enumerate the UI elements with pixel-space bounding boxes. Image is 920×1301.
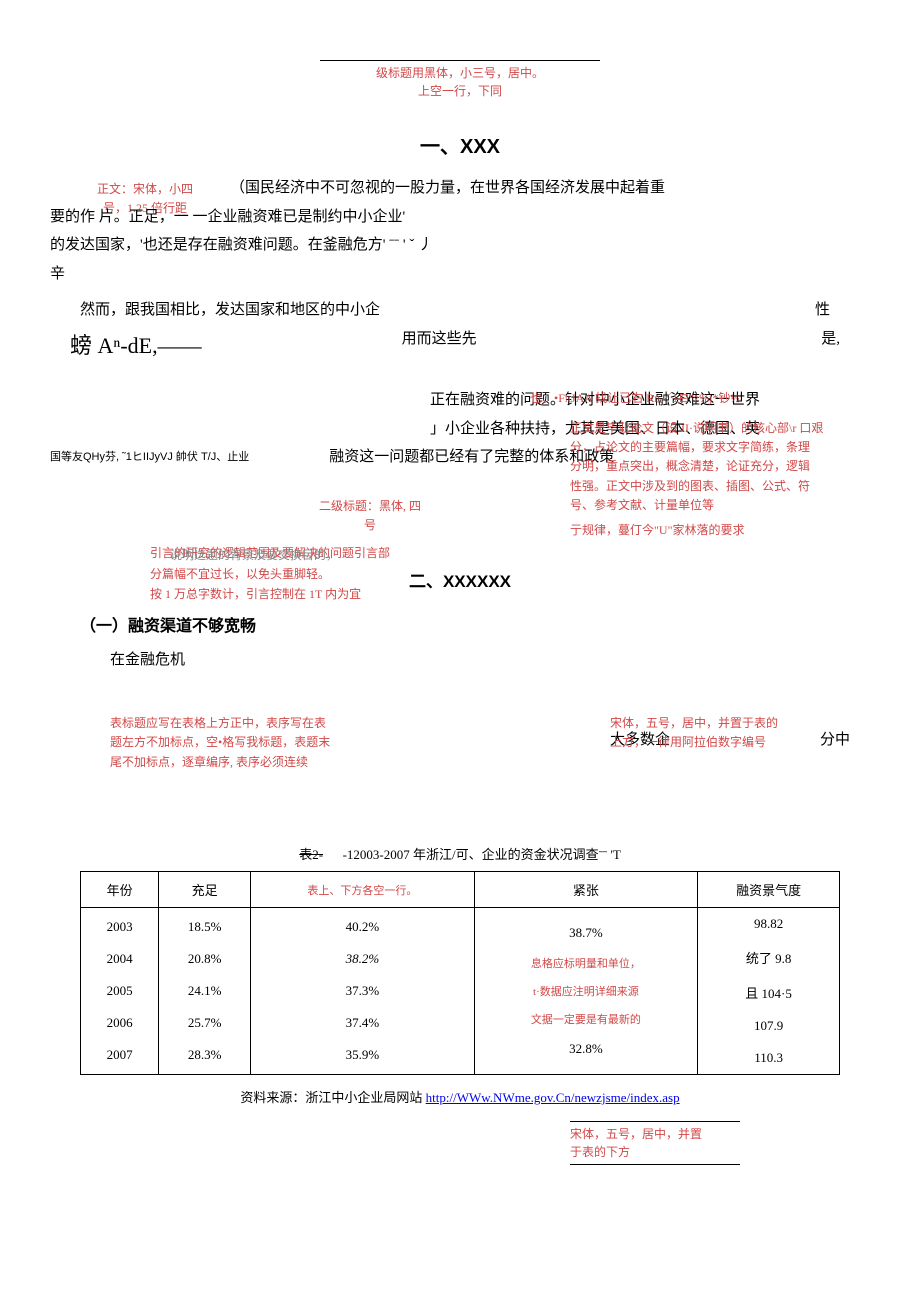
- tr1: 宋体，五号，居中，并置于表的: [610, 714, 790, 733]
- frag1: 螃 Aⁿ-dE,——: [70, 325, 202, 367]
- core4: 性强。正文中涉及到的图表、插图、公式、符: [570, 477, 880, 496]
- c-2007: 2007: [81, 1039, 158, 1071]
- caption-text: -12003-2007 年浙江/可、企业的资金状况调查ˉˉ 'T: [343, 847, 621, 862]
- table-source: 资料来源：浙江中小企业局网站 http://WWw.NWme.gov.Cn/ne…: [50, 1087, 870, 1106]
- th-mid: 表上、下方各空一行。: [251, 872, 475, 908]
- intro-l2: 说明选题的背景及要交换目的，: [170, 546, 430, 565]
- c-t5: 32.8%: [475, 1033, 698, 1065]
- heading-3: （一）融资渠道不够宽畅: [80, 612, 870, 636]
- tr2: 上方，一律用阿拉伯数字编号: [610, 733, 790, 752]
- source-note: 宋体，五号，居中，并置 于表的下方: [570, 1121, 740, 1165]
- h1-rule-line2: 上空一行，下同: [320, 82, 600, 100]
- h2-rule-note: 二级标题：黑体, 四 号: [300, 497, 440, 535]
- table-note-left: 表标题应写在表格上方正中，表序写在表 题左方不加标点，空•格写我标题，表题末 尾…: [110, 714, 370, 772]
- c-s3: 24.1%: [159, 975, 250, 1007]
- c-i5: 110.3: [698, 1042, 839, 1074]
- c-m2: 38.2%: [251, 943, 474, 975]
- p1c: 的发达国家，'也还是存在融资难问题。在釜融危方' ˉˉ ' ˇ 丿: [50, 231, 870, 260]
- frag2: 国等友QHy芬, ˜1ヒIIJyVJ 帥伏 T/J、止业: [50, 447, 249, 472]
- c-s4: 25.7%: [159, 1007, 250, 1039]
- source-link[interactable]: http://WWw.NWme.gov.Cn/newzjsme/index.as…: [426, 1090, 680, 1105]
- cell-note2: t·数据应注明详细来源: [475, 977, 698, 1005]
- p2b: 用而这些先: [402, 325, 477, 367]
- p2d: 是,: [821, 325, 840, 367]
- p5b: 分中: [820, 726, 850, 755]
- th-year: 年份: [81, 872, 159, 908]
- table-caption: 表2- -12003-2007 年浙江/可、企业的资金状况调查ˉˉ 'T: [50, 844, 870, 863]
- body-core-note: 正文是毕业论文（设 II·说明书）的核心部\r 口艰 分，占论文的主要篇幅，要求…: [570, 419, 880, 540]
- h1-rule-note: 级标题用黑体，小三号，居中。 上空一行，下同: [320, 60, 600, 100]
- p4: 在金融危机: [110, 646, 870, 675]
- intro-l3: 分篇幅不宜过长，以免头重脚轻。: [150, 565, 430, 584]
- heading-1: 一、XXX: [50, 130, 870, 159]
- c-t1: 38.7%: [475, 917, 698, 949]
- h2-rule-l1: 二级标题：黑体, 四: [300, 497, 440, 516]
- th-sufficient: 充足: [159, 872, 251, 908]
- c-s2: 20.8%: [159, 943, 250, 975]
- c-m1: 40.2%: [251, 911, 474, 943]
- p2a: 然而，跟我国相比，发达国家和地区的中小企: [50, 296, 380, 325]
- intro-note: 引言的研究的逻辑范围及要解决的问题引言部 说明选题的背景及要交换目的， 分篇幅不…: [150, 544, 430, 604]
- tl3: 尾不加标点，逐章编序, 表序必须连续: [110, 753, 370, 772]
- table-row: 2003 2004 2005 2006 2007 18.5% 20.8% 24.…: [81, 908, 840, 1075]
- c-i1: 98.82: [698, 908, 839, 940]
- caption-prefix: 表2-: [299, 847, 323, 862]
- table-head-row: 年份 充足 表上、下方各空一行。 紧张 融资景气度: [81, 872, 840, 908]
- body-block-1: （国民经济中不可忽视的一股力量，在世界各国经济发展中起着重 要的作 片。正足，一…: [50, 174, 870, 472]
- table-note-right: 宋体，五号，居中，并置于表的 上方，一律用阿拉伯数字编号: [610, 714, 790, 752]
- source-label: 资料来源：浙江中小企业局网站: [240, 1090, 422, 1105]
- c-i3: 且 104·5: [698, 975, 839, 1010]
- p2c: 性: [815, 296, 830, 325]
- core3: 分明，重点突出，概念清楚，论证充分，逻辑: [570, 457, 880, 476]
- right-frag-note: 也、•FπJAA 找让已右 Rn／±⊟"z%j*钞½: [530, 389, 830, 408]
- c-i2: 统了 9.8: [698, 940, 839, 975]
- c-s5: 28.3%: [159, 1039, 250, 1071]
- intro-l4: 按 1 万总字数计，引言控制在 1T 内为宜: [150, 585, 430, 604]
- p1a: （国民经济中不可忽视的一股力量，在世界各国经济发展中起着重: [50, 174, 870, 203]
- p1b: 要的作 片。正足，一 一企业融资难已是制约中小企业': [50, 203, 870, 232]
- cell-note1: 息格应标明量和单位，: [475, 949, 698, 977]
- c-2006: 2006: [81, 1007, 158, 1039]
- th-index: 融资景气度: [698, 872, 840, 908]
- sn1: 宋体，五号，居中，并置: [570, 1125, 740, 1143]
- p1d: 辛: [50, 260, 870, 289]
- tl1: 表标题应写在表格上方正中，表序写在表: [110, 714, 370, 733]
- h2-rule-l2: 号: [300, 516, 440, 535]
- c-s1: 18.5%: [159, 911, 250, 943]
- h1-rule-line1: 级标题用黑体，小三号，居中。: [320, 64, 600, 82]
- c-i4: 107.9: [698, 1010, 839, 1042]
- c-2003: 2003: [81, 911, 158, 943]
- core6: 亍规律，蔓仃今"U"家林落的要求: [570, 521, 880, 540]
- c-m4: 37.4%: [251, 1007, 474, 1039]
- tl2: 题左方不加标点，空•格写我标题，表题末: [110, 733, 370, 752]
- th-tight: 紧张: [474, 872, 698, 908]
- c-m5: 35.9%: [251, 1039, 474, 1071]
- c-m3: 37.3%: [251, 975, 474, 1007]
- data-table: 年份 充足 表上、下方各空一行。 紧张 融资景气度 2003 2004 2005…: [80, 871, 840, 1075]
- sn2: 于表的下方: [570, 1143, 740, 1161]
- cell-note3: 文据一定要是有最新的: [475, 1005, 698, 1033]
- core5: 号、参考文献、计量单位等: [570, 496, 880, 515]
- header-cell-note: 表上、下方各空一行。: [307, 885, 417, 897]
- core1: 正文是毕业论文（设 II·说明书）的核心部\r 口艰: [570, 419, 880, 438]
- core2: 分，占论文的主要篇幅，要求文字简练，条理: [570, 438, 880, 457]
- c-2004: 2004: [81, 943, 158, 975]
- c-2005: 2005: [81, 975, 158, 1007]
